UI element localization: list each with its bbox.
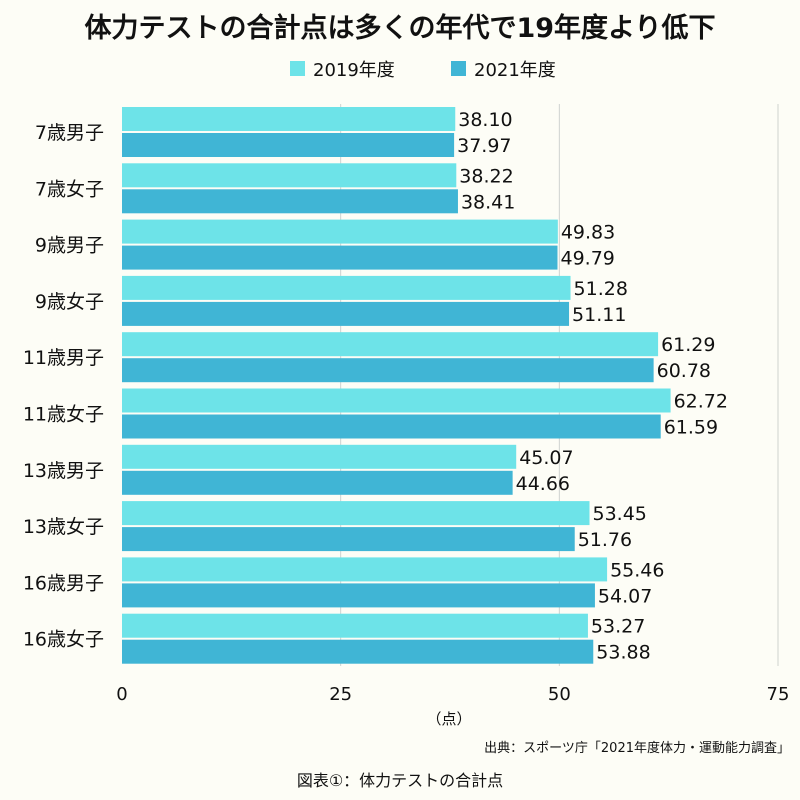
data-label: 61.59 [664,417,718,439]
category-label: 13歳男子 [23,460,104,482]
bar [122,133,455,157]
x-tick-labels: 0 25 50 75 [116,684,789,705]
bar [122,613,588,638]
data-label: 53.27 [591,616,645,638]
bar [122,107,456,131]
bar [122,414,661,439]
legend-label-2021: 2021年度 [474,60,556,81]
chart-title: 体力テストの合計点は多くの年代で19年度より低下 [84,12,715,44]
category-label: 7歳女子 [35,178,104,200]
bar [122,583,595,608]
bar [122,527,575,552]
data-label: 53.45 [593,503,647,525]
bar [122,245,558,270]
x-tick-label: 75 [767,684,790,705]
category-labels: 7歳男子 7歳女子 9歳男子 9歳女子 11歳男子 11歳女子 13歳男子 13歳女子 16歳男… [23,122,104,651]
bar [122,557,608,582]
bar [122,163,457,188]
data-label: 38.41 [461,191,515,213]
x-tick-label: 50 [548,684,571,705]
bar [122,501,590,526]
legend-swatch-2021 [451,61,466,76]
bars [122,107,671,664]
x-tick-label: 0 [116,684,127,705]
bar [122,275,571,300]
bar [122,189,458,214]
bar [122,219,558,244]
data-label: 44.66 [516,473,570,495]
bar [122,358,654,383]
data-label: 49.79 [560,248,614,270]
data-label: 61.29 [661,334,715,356]
data-label: 51.11 [572,304,626,326]
bar [122,444,517,469]
data-label: 51.76 [578,529,632,551]
category-label: 11歳男子 [23,347,104,369]
category-label: 9歳女子 [35,291,104,313]
data-label: 38.10 [458,109,512,131]
bar [122,470,513,495]
data-label: 51.28 [574,278,628,300]
category-label: 16歳女子 [23,629,104,651]
category-label: 7歳男子 [35,122,104,144]
x-axis-unit-label: （点） [426,710,471,728]
figure-caption: 図表①：体力テストの合計点 [297,771,503,790]
source-note: 出典：スポーツ庁「2021年度体力・運動能力調査」 [484,740,790,756]
data-label: 37.97 [457,135,511,157]
bar [122,301,570,326]
category-label: 16歳男子 [23,572,104,594]
legend: 2019年度 2021年度 [290,60,556,81]
data-label: 38.22 [459,165,513,187]
bar [122,332,659,357]
bar [122,639,594,664]
data-label: 54.07 [598,585,652,607]
value-labels: 38.10 37.97 38.22 38.41 49.83 49.79 51.28 51.11… [457,109,728,664]
x-tick-label: 25 [329,684,352,705]
data-label: 62.72 [674,391,728,413]
bar [122,388,671,413]
data-label: 45.07 [519,447,573,469]
legend-swatch-2019 [290,61,305,76]
data-label: 53.88 [596,642,650,664]
category-label: 13歳女子 [23,516,104,538]
category-label: 11歳女子 [23,404,104,426]
data-label: 49.83 [561,222,615,244]
data-label: 55.46 [610,559,664,581]
legend-label-2019: 2019年度 [313,60,395,81]
data-label: 60.78 [657,360,711,382]
category-label: 9歳男子 [35,235,104,257]
